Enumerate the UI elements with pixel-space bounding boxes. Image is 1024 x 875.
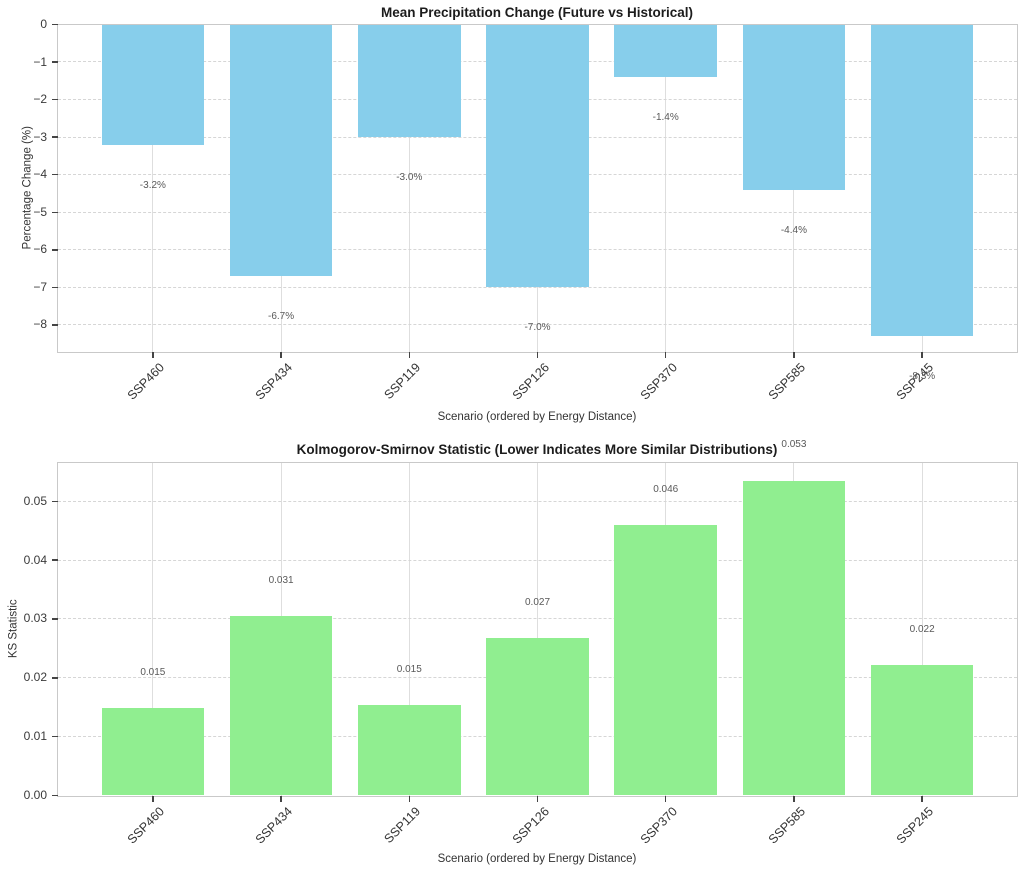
bar-value-label: 0.046 <box>653 484 679 496</box>
x-category-label: SSP370 <box>637 803 680 847</box>
gridline-x <box>152 462 154 796</box>
y-tick <box>52 559 58 561</box>
y-tick-label: −1 <box>33 54 47 69</box>
gridline-x <box>152 24 154 352</box>
x-tick <box>665 352 667 358</box>
bar-SSP434 <box>229 24 333 277</box>
y-tick <box>52 23 58 26</box>
bar-value-label: 0.031 <box>268 574 294 586</box>
x-category-label: SSP434 <box>252 803 296 847</box>
y-tick-label: −8 <box>33 317 47 332</box>
x-tick <box>280 795 282 802</box>
x-axis-label: Scenario (ordered by Energy Distance) <box>437 853 637 865</box>
y-tick <box>52 286 58 289</box>
bar-SSP434 <box>229 616 333 796</box>
chart-title: Kolmogorov-Smirnov Statistic (Lower Indi… <box>296 442 778 457</box>
bar-SSP370 <box>614 525 717 796</box>
y-tick-label: −4 <box>33 167 47 182</box>
y-tick <box>52 735 58 738</box>
bar-value-label: -7.0% <box>524 322 551 334</box>
y-tick-label: 0.05 <box>23 493 47 508</box>
y-tick-label: −6 <box>33 242 47 257</box>
y-tick <box>52 98 58 101</box>
y-tick-label: 0.03 <box>23 611 47 626</box>
x-category-label: SSP245 <box>893 803 937 847</box>
x-tick <box>665 795 667 802</box>
bar-SSP585 <box>742 24 846 190</box>
gridline-x <box>921 462 923 796</box>
bar-value-label: -1.4% <box>652 112 679 124</box>
bar-value-label: 0.053 <box>781 439 807 451</box>
bar-SSP126 <box>486 637 589 796</box>
bar-SSP126 <box>486 24 589 288</box>
y-tick <box>52 211 58 213</box>
bar-SSP460 <box>101 708 205 796</box>
bar-value-label: -4.4% <box>780 224 807 236</box>
x-tick <box>408 352 410 358</box>
y-tick <box>52 500 58 503</box>
y-tick-label: −5 <box>33 204 47 219</box>
y-tick-label: 0.00 <box>23 788 47 802</box>
gridline-x <box>408 24 410 352</box>
gridline-y <box>58 500 1017 502</box>
gridline-x <box>537 462 538 796</box>
bar-SSP585 <box>742 480 846 796</box>
bar-SSP245 <box>870 24 974 337</box>
x-tick <box>408 795 410 802</box>
bar-SSP370 <box>614 24 717 78</box>
bar-value-label: 0.027 <box>524 596 551 608</box>
x-tick <box>793 795 795 802</box>
x-category-label: SSP126 <box>509 803 552 847</box>
chart-title: Mean Precipitation Change (Future vs His… <box>380 5 694 20</box>
y-tick <box>52 249 58 251</box>
y-tick-label: 0.04 <box>23 552 47 567</box>
x-tick <box>793 352 795 358</box>
x-tick <box>152 795 154 802</box>
x-tick <box>152 352 154 358</box>
y-tick-label: −2 <box>33 92 47 107</box>
gridline-y <box>58 559 1017 561</box>
bar-SSP460 <box>101 24 205 145</box>
y-tick-label: −7 <box>33 279 47 294</box>
y-tick <box>52 136 58 138</box>
x-tick <box>536 352 539 358</box>
gridline-x <box>408 462 410 796</box>
bar-value-label: -3.0% <box>396 172 423 184</box>
bar-SSP119 <box>358 705 461 796</box>
bar-SSP245 <box>870 664 974 796</box>
y-tick <box>52 794 58 797</box>
gridline-y <box>58 324 1017 326</box>
gridline-y <box>58 618 1017 620</box>
y-tick-label: −3 <box>33 129 47 144</box>
y-tick <box>52 677 58 679</box>
bar-SSP119 <box>358 24 461 138</box>
x-tick <box>536 795 539 802</box>
bar-value-label: 0.015 <box>396 664 422 676</box>
gridline-x <box>665 24 667 352</box>
x-tick <box>921 352 923 358</box>
y-tick-label: 0.01 <box>23 729 47 744</box>
x-category-label: SSP585 <box>765 803 809 847</box>
y-tick <box>52 324 58 326</box>
x-axis-label: Scenario (ordered by Energy Distance) <box>437 411 637 423</box>
x-category-label: SSP119 <box>381 803 424 846</box>
y-tick-label: 0.02 <box>23 670 47 685</box>
bar-value-label: 0.022 <box>909 623 935 635</box>
y-tick <box>52 174 58 176</box>
bar-value-label: -6.7% <box>268 311 295 323</box>
bar-value-label: 0.015 <box>140 667 166 679</box>
bar-value-label: -3.2% <box>139 179 166 191</box>
x-tick <box>280 352 282 358</box>
x-tick <box>921 795 923 802</box>
bar-value-label: -8.3% <box>909 371 936 383</box>
x-category-label: SSP460 <box>124 803 168 847</box>
y-tick <box>52 61 58 63</box>
y-tick <box>52 618 58 620</box>
y-tick-label: 0 <box>40 17 47 31</box>
